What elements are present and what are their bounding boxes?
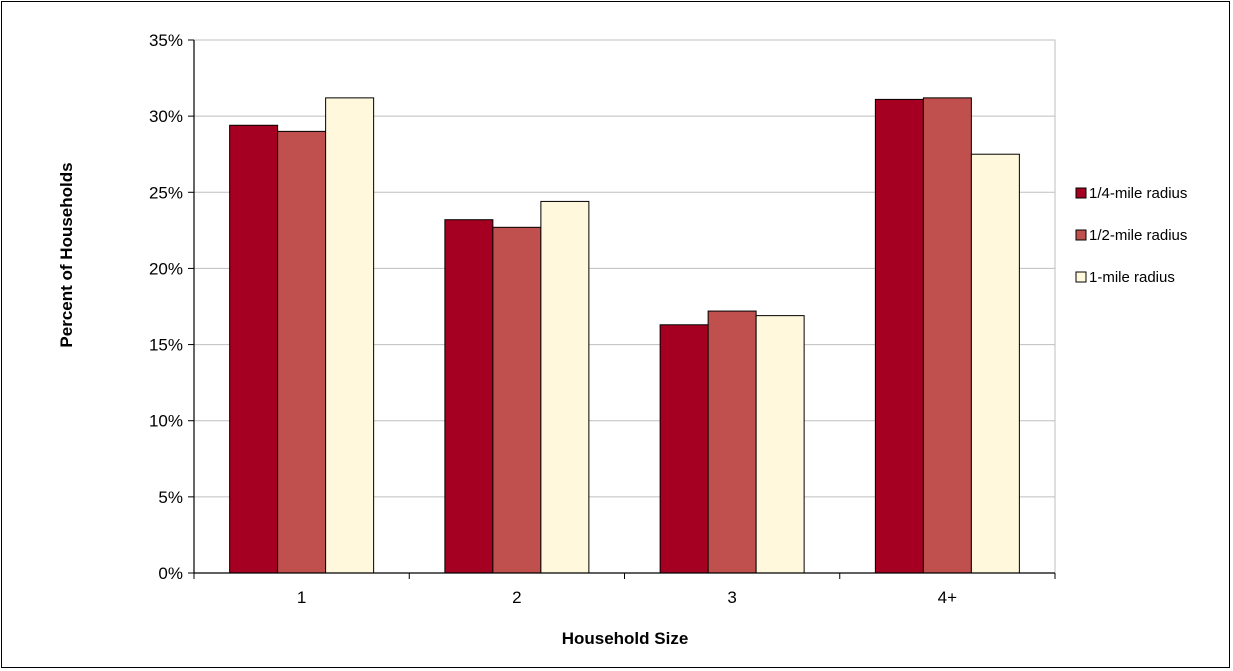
y-tick-label: 25% [149, 183, 183, 202]
x-tick-label: 4+ [938, 588, 957, 607]
x-tick-labels: 1 2 3 4+ [297, 588, 957, 607]
bar [492, 226, 542, 574]
y-tick-label: 20% [149, 259, 183, 278]
bar [659, 324, 709, 574]
bar [229, 124, 279, 574]
bar [922, 97, 972, 574]
y-tick-label: 10% [149, 412, 183, 431]
y-tick-labels: 0% 5% 10% 15% 20% 25% 30% 35% [149, 31, 183, 583]
legend-swatch [1075, 271, 1087, 283]
y-axis-title: Percent of Households [57, 162, 76, 347]
x-tick-label: 2 [512, 588, 521, 607]
x-axis-title: Household Size [562, 629, 689, 648]
y-tick-label: 35% [149, 31, 183, 50]
x-tick-label: 1 [297, 588, 306, 607]
bar [874, 98, 924, 574]
y-tick-label: 0% [158, 564, 183, 583]
legend-label: 1-mile radius [1089, 269, 1175, 286]
bars [229, 97, 1020, 574]
legend-label: 1/2-mile radius [1089, 227, 1187, 244]
bar [325, 97, 375, 574]
x-tick-label: 3 [727, 588, 736, 607]
bar [277, 130, 327, 574]
bar [755, 315, 805, 574]
bar [707, 310, 757, 574]
y-tick-label: 5% [158, 488, 183, 507]
axes [188, 39, 1056, 579]
legend: 1/4-mile radius 1/2-mile radius 1-mile rad… [1075, 185, 1187, 286]
legend-label: 1/4-mile radius [1089, 185, 1187, 202]
y-tick-label: 30% [149, 107, 183, 126]
legend-swatch [1075, 187, 1087, 199]
bar [444, 219, 494, 574]
bar [540, 200, 590, 574]
legend-swatch [1075, 229, 1087, 241]
bar [970, 153, 1020, 574]
y-tick-label: 15% [149, 336, 183, 355]
